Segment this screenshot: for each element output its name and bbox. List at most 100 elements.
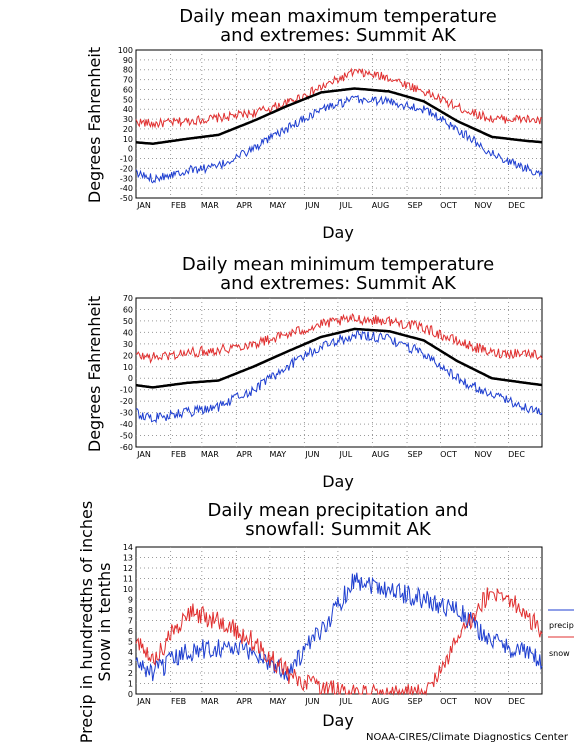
y-tick-label: 8 <box>128 606 133 615</box>
x-tick-label: JUN <box>304 697 319 706</box>
x-tick-label: OCT <box>440 201 457 210</box>
y-tick-label: 6 <box>128 627 133 636</box>
chart-title-line-1: Daily mean precipitation and <box>207 500 468 521</box>
y-tick-label: 50 <box>123 95 133 104</box>
y-tick-label: 9 <box>128 596 133 605</box>
x-tick-label: MAY <box>270 697 287 706</box>
x-tick-label: JUL <box>339 450 353 459</box>
x-tick-label: SEP <box>408 697 423 706</box>
y-tick-label: 2 <box>128 669 133 678</box>
y-tick-label: 4 <box>128 648 133 657</box>
plot-frame <box>135 297 543 448</box>
y-tick-label: 100 <box>118 46 133 55</box>
y-tick-label: -40 <box>120 184 133 193</box>
y-tick-label: 90 <box>123 56 133 65</box>
y-tick-label: 12 <box>123 564 133 573</box>
x-tick-label: AUG <box>372 201 390 210</box>
y-tick-label: 0 <box>128 374 133 383</box>
y-tick-label: 11 <box>123 575 133 584</box>
x-tick-label: FEB <box>171 201 186 210</box>
y-tick-label: 3 <box>128 659 133 668</box>
y-tick-label: 7 <box>128 617 133 626</box>
chart-legend: precip snow <box>548 609 574 658</box>
y-tick-label: 0 <box>128 145 133 154</box>
y-tick-label: -60 <box>120 443 133 452</box>
y-tick-label: 1 <box>128 680 133 689</box>
y-tick-label: -10 <box>120 386 133 395</box>
x-axis-label: Day <box>322 223 354 242</box>
y-tick-label: 0 <box>128 690 133 699</box>
x-tick-label: DEC <box>508 450 525 459</box>
y-tick-label: 30 <box>123 115 133 124</box>
y-tick-label: 13 <box>123 554 133 563</box>
chart-title-line-2: and extremes: Summit AK <box>220 273 457 294</box>
series-line-snow <box>135 587 543 696</box>
x-tick-label: NOV <box>474 697 492 706</box>
x-tick-label: NOV <box>474 201 492 210</box>
series-line-max <box>135 312 543 365</box>
chart-precipitation-snowfall: Daily mean precipitation and snowfall: S… <box>77 500 574 743</box>
x-tick-label: SEP <box>408 450 423 459</box>
x-tick-label: JAN <box>136 697 151 706</box>
x-tick-label: AUG <box>372 697 390 706</box>
x-tick-label: MAR <box>201 201 219 210</box>
y-tick-label: 40 <box>123 328 133 337</box>
y-tick-label: -50 <box>120 432 133 441</box>
y-tick-label: -30 <box>120 174 133 183</box>
x-tick-label: JUN <box>304 450 319 459</box>
chart-title-line-2: snowfall: Summit AK <box>245 519 432 540</box>
series-line-mean <box>135 327 543 389</box>
x-tick-label: NOV <box>474 450 492 459</box>
y-tick-label: 14 <box>123 543 133 552</box>
y-tick-label: 80 <box>123 66 133 75</box>
x-tick-label: JUL <box>339 697 353 706</box>
y-tick-label: 50 <box>123 317 133 326</box>
y-tick-label: 10 <box>123 585 133 594</box>
x-tick-label: JAN <box>136 450 151 459</box>
x-tick-label: MAR <box>201 697 219 706</box>
legend-label-snow: snow <box>549 649 570 658</box>
y-tick-label: -20 <box>120 164 133 173</box>
x-tick-label: AUG <box>372 450 390 459</box>
x-axis-label: Day <box>322 711 354 730</box>
y-tick-label: 5 <box>128 638 133 647</box>
credit-text: NOAA-CIRES/Climate Diagnostics Center <box>366 732 568 743</box>
y-tick-label: -40 <box>120 420 133 429</box>
chart-title-line-1: Daily mean maximum temperature <box>179 6 497 27</box>
y-tick-label: 30 <box>123 340 133 349</box>
y-tick-label: 40 <box>123 105 133 114</box>
plot-frame <box>135 49 543 199</box>
y-tick-label: 10 <box>123 363 133 372</box>
x-tick-label: MAY <box>270 201 287 210</box>
y-axis-label: Degrees Fahrenheit <box>85 47 104 203</box>
y-tick-label: -20 <box>120 397 133 406</box>
y-tick-label: 70 <box>123 294 133 303</box>
series-line-mean <box>135 87 543 145</box>
y-tick-label: 20 <box>123 351 133 360</box>
x-tick-label: DEC <box>508 201 525 210</box>
x-tick-label: APR <box>236 450 252 459</box>
series-line-max <box>135 67 543 129</box>
x-tick-label: FEB <box>171 697 186 706</box>
legend-label-precip: precip <box>549 621 574 630</box>
x-tick-label: FEB <box>171 450 186 459</box>
x-tick-label: DEC <box>508 697 525 706</box>
series-line-precip <box>135 572 543 682</box>
chart-min-temperature: Daily mean minimum temperature and extre… <box>85 254 543 491</box>
y-axis-label-line-1: Precip in hundredths of inches <box>77 501 96 743</box>
y-axis-label-line-2: Snow in tenths <box>95 563 114 682</box>
chart-max-temperature: Daily mean maximum temperature and extre… <box>85 6 543 242</box>
y-tick-label: -50 <box>120 194 133 203</box>
chart-title-line-1: Daily mean minimum temperature <box>182 254 494 275</box>
y-tick-label: 60 <box>123 305 133 314</box>
y-axis-label: Degrees Fahrenheit <box>85 296 104 452</box>
x-tick-label: APR <box>236 201 252 210</box>
x-tick-label: JAN <box>136 201 151 210</box>
x-tick-label: JUN <box>304 201 319 210</box>
y-tick-label: 20 <box>123 125 133 134</box>
x-tick-label: MAY <box>270 450 287 459</box>
y-tick-label: -10 <box>120 155 133 164</box>
series-line-min <box>135 330 543 424</box>
series-line-min <box>135 94 543 184</box>
